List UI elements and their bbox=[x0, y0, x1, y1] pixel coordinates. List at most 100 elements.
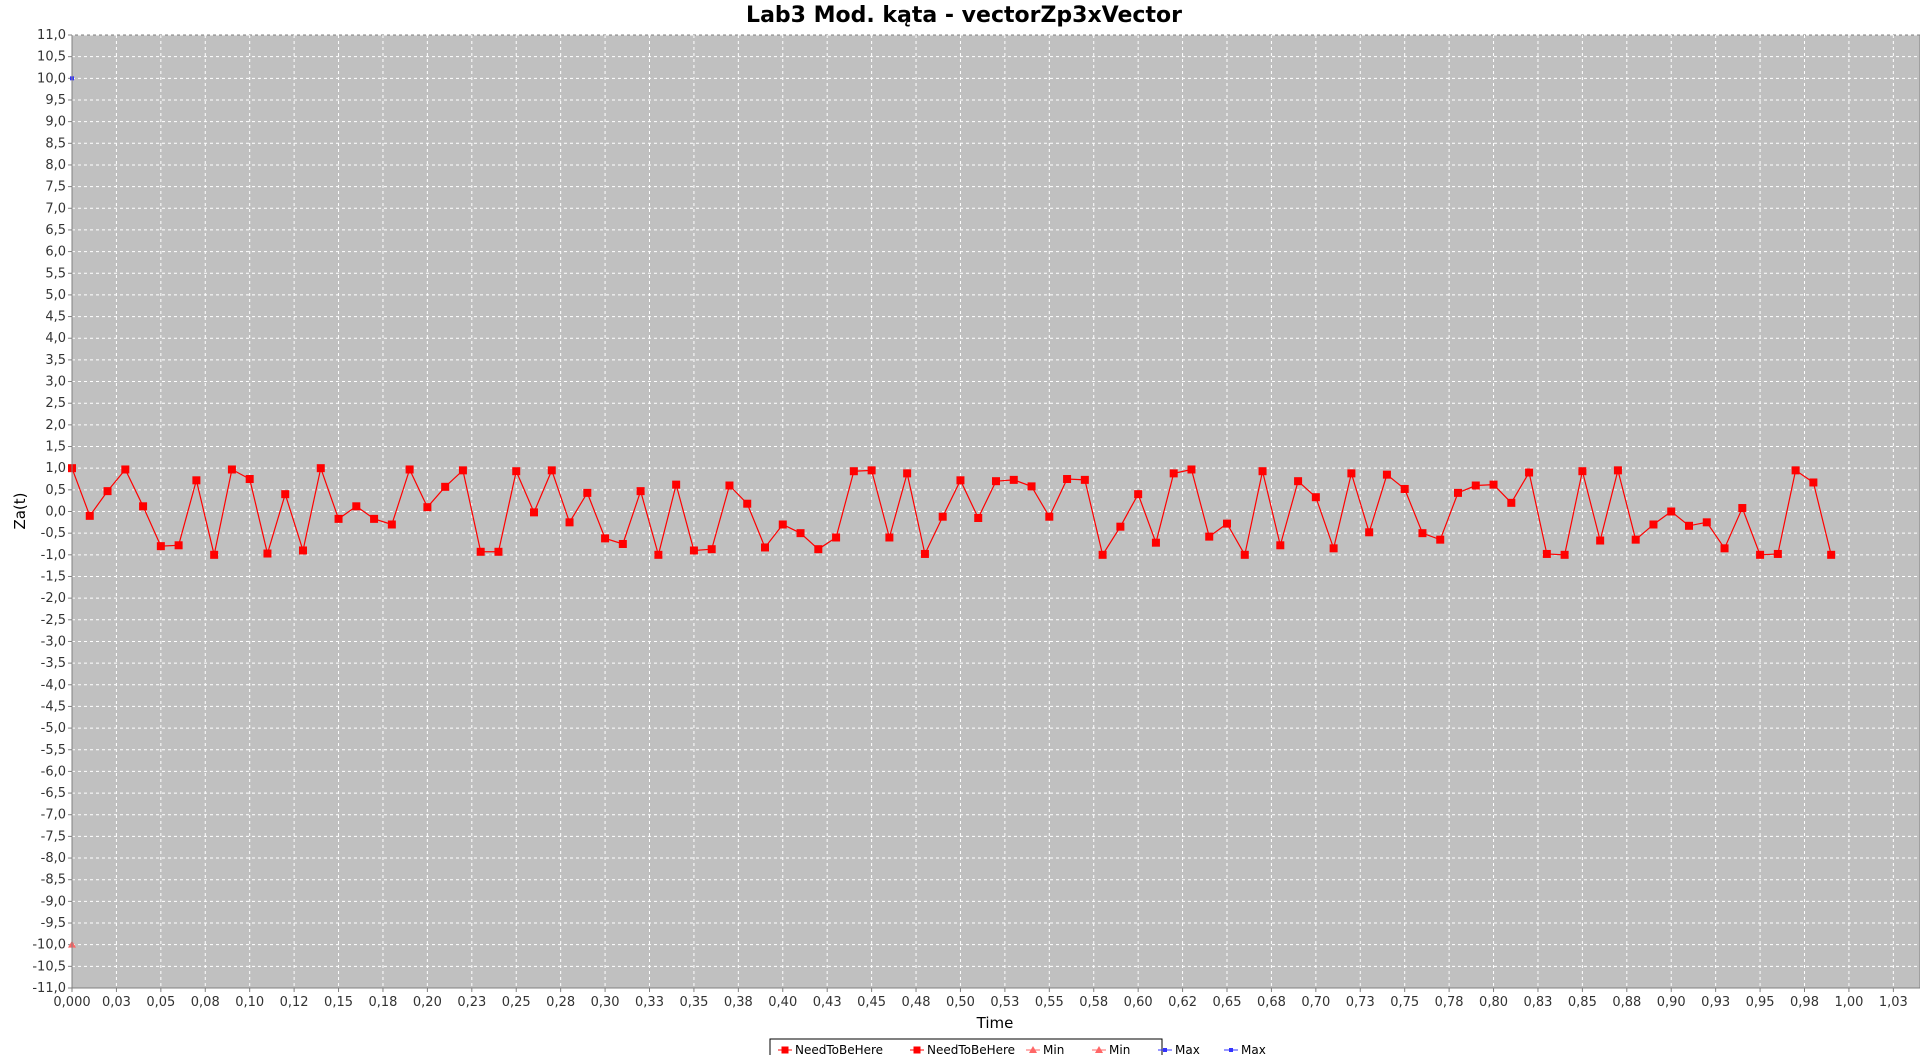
data-point-needtobehere bbox=[565, 518, 574, 527]
data-point-needtobehere bbox=[494, 547, 503, 556]
y-tick-label: -8,0 bbox=[41, 851, 66, 866]
data-point-needtobehere bbox=[1507, 498, 1516, 507]
data-point-needtobehere bbox=[654, 550, 663, 559]
y-tick-label: -10,5 bbox=[32, 959, 66, 974]
y-tick-label: -4,5 bbox=[41, 699, 66, 714]
data-point-needtobehere bbox=[1685, 521, 1693, 530]
data-point-needtobehere bbox=[1240, 550, 1249, 559]
y-tick-label: 3,5 bbox=[45, 353, 66, 368]
data-point-needtobehere bbox=[441, 482, 450, 491]
x-tick-label: 0,95 bbox=[1746, 995, 1775, 1010]
data-point-needtobehere bbox=[281, 490, 290, 499]
data-point-needtobehere bbox=[903, 469, 912, 478]
data-point-needtobehere bbox=[725, 481, 734, 490]
data-point-needtobehere bbox=[192, 476, 201, 485]
x-tick-label: 0,15 bbox=[324, 995, 353, 1010]
data-point-needtobehere bbox=[227, 465, 236, 474]
data-point-needtobehere bbox=[814, 545, 823, 554]
data-point-needtobehere bbox=[263, 549, 272, 558]
data-point-needtobehere bbox=[352, 502, 361, 511]
x-tick-label: 0,40 bbox=[768, 995, 797, 1010]
y-tick-label: -0,5 bbox=[41, 526, 66, 541]
y-tick-label: -3,0 bbox=[41, 634, 66, 649]
data-point-needtobehere bbox=[210, 550, 219, 559]
y-tick-label: -7,5 bbox=[41, 829, 66, 844]
data-point-needtobehere bbox=[1702, 518, 1711, 527]
legend-label: NeedToBeHere bbox=[927, 1043, 1015, 1055]
data-point-needtobehere bbox=[139, 502, 148, 511]
y-tick-label: 7,0 bbox=[45, 201, 66, 216]
data-point-needtobehere bbox=[476, 547, 485, 556]
data-point-needtobehere bbox=[583, 488, 592, 497]
legend-marker bbox=[1163, 1048, 1167, 1052]
y-tick-label: 6,0 bbox=[45, 245, 66, 260]
x-tick-label: 0,53 bbox=[990, 995, 1019, 1010]
data-point-needtobehere bbox=[974, 513, 983, 522]
x-tick-label: 0,10 bbox=[235, 995, 264, 1010]
x-tick-label: 0,23 bbox=[457, 995, 486, 1010]
data-point-needtobehere bbox=[1525, 468, 1534, 477]
y-tick-label: 1,5 bbox=[45, 440, 66, 455]
x-tick-label: 0,70 bbox=[1301, 995, 1330, 1010]
x-tick-label: 0,25 bbox=[502, 995, 531, 1010]
x-tick-label: 0,55 bbox=[1035, 995, 1064, 1010]
y-tick-label: -2,5 bbox=[41, 613, 66, 628]
y-tick-label: 10,0 bbox=[37, 71, 66, 86]
y-tick-label: -2,0 bbox=[41, 591, 66, 606]
data-point-needtobehere bbox=[370, 514, 379, 523]
x-tick-label: 0,05 bbox=[146, 995, 175, 1010]
data-point-needtobehere bbox=[1134, 490, 1143, 499]
data-point-needtobehere bbox=[121, 465, 130, 474]
data-point-needtobehere bbox=[689, 546, 698, 555]
y-tick-label: 9,0 bbox=[45, 115, 66, 130]
data-point-needtobehere bbox=[1205, 532, 1214, 541]
y-tick-label: -10,0 bbox=[32, 938, 66, 953]
y-tick-label: -7,0 bbox=[41, 808, 66, 823]
x-tick-label: 0,90 bbox=[1657, 995, 1686, 1010]
grid-lines bbox=[71, 34, 1920, 989]
x-tick-label: 0,75 bbox=[1390, 995, 1419, 1010]
data-point-needtobehere bbox=[761, 543, 769, 552]
x-tick-label: 0,80 bbox=[1479, 995, 1508, 1010]
data-point-needtobehere bbox=[103, 487, 112, 496]
x-axis-ticks: 0,000 0,03 0,05 0,08 0,10 0,12 0,15 0,18 0,20 0,2… bbox=[53, 988, 1908, 1010]
x-tick-label: 0,98 bbox=[1790, 995, 1819, 1010]
y-tick-label: 4,0 bbox=[45, 331, 66, 346]
y-tick-label: 4,5 bbox=[45, 310, 66, 325]
x-tick-label: 0,45 bbox=[857, 995, 886, 1010]
data-point-needtobehere bbox=[956, 476, 965, 485]
data-point-needtobehere bbox=[1045, 512, 1054, 521]
series-line-needtobehere bbox=[71, 465, 1832, 558]
y-tick-label: 0,5 bbox=[45, 483, 66, 498]
x-tick-label: 0,000 bbox=[53, 995, 90, 1010]
data-point-needtobehere bbox=[1454, 488, 1462, 497]
data-point-needtobehere bbox=[1294, 477, 1303, 486]
x-tick-label: 1,03 bbox=[1879, 995, 1908, 1010]
data-point-needtobehere bbox=[1631, 535, 1640, 544]
y-tick-label: 3,0 bbox=[45, 375, 66, 390]
chart-title: Lab3 Mod. kąta - vectorZp3xVector bbox=[746, 3, 1182, 28]
data-point-needtobehere bbox=[1720, 544, 1729, 553]
x-tick-label: 0,38 bbox=[724, 995, 753, 1010]
data-point-needtobehere bbox=[1489, 480, 1498, 489]
x-axis-label: Time bbox=[976, 1014, 1014, 1032]
data-point-needtobehere bbox=[299, 546, 307, 555]
data-point-needtobehere bbox=[885, 533, 894, 542]
data-point-needtobehere bbox=[1365, 528, 1374, 537]
data-point-needtobehere bbox=[601, 534, 610, 543]
legend-label: Min bbox=[1043, 1043, 1064, 1055]
x-tick-label: 0,08 bbox=[191, 995, 220, 1010]
x-tick-label: 0,93 bbox=[1701, 995, 1730, 1010]
data-point-needtobehere bbox=[1098, 550, 1107, 559]
data-point-needtobehere bbox=[618, 539, 627, 548]
x-tick-label: 0,85 bbox=[1568, 995, 1597, 1010]
x-tick-label: 0,65 bbox=[1213, 995, 1242, 1010]
y-tick-label: -6,5 bbox=[41, 786, 66, 801]
x-tick-label: 1,00 bbox=[1834, 995, 1863, 1010]
data-point-needtobehere bbox=[1596, 536, 1605, 545]
y-tick-label: -8,5 bbox=[41, 873, 66, 888]
legend-marker bbox=[913, 1046, 921, 1054]
legend-label: Max bbox=[1175, 1043, 1200, 1055]
